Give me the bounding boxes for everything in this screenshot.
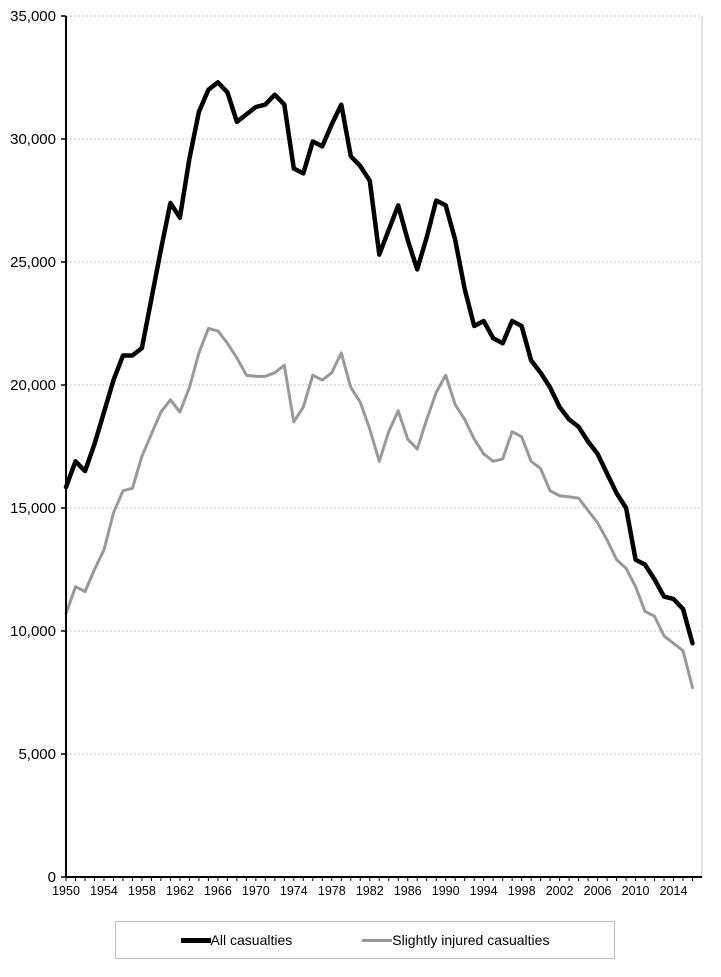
legend: All casualties Slightly injured casualti… xyxy=(115,921,615,959)
series-line-all-casualties xyxy=(63,80,695,646)
x-axis-tick-label: 2010 xyxy=(622,884,650,898)
x-axis-tick-label: 1970 xyxy=(242,884,270,898)
y-axis-tick-label: 0 xyxy=(48,869,56,886)
slightly-injured-legend-label: Slightly injured casualties xyxy=(392,932,550,948)
y-axis-tick-label: 35,000 xyxy=(10,8,56,25)
y-axis-tick-label: 5,000 xyxy=(18,746,56,763)
x-axis-tick-label: 1986 xyxy=(394,884,422,898)
x-axis-tick-label: 1978 xyxy=(318,884,346,898)
y-axis-tick-label: 20,000 xyxy=(10,377,56,394)
series-line-slightly-injured-casualties xyxy=(64,326,694,690)
x-axis-tick-label: 1950 xyxy=(52,884,80,898)
x-axis-tick-label: 1958 xyxy=(128,884,156,898)
x-axis-tick-label: 1990 xyxy=(432,884,460,898)
x-axis-tick-label: 1962 xyxy=(166,884,194,898)
y-axis-tick-label: 25,000 xyxy=(10,254,56,271)
x-axis-tick-label: 1974 xyxy=(280,884,308,898)
legend-item-all-casualties: All casualties xyxy=(180,932,293,948)
x-axis-tick-label: 1966 xyxy=(204,884,232,898)
y-axis-tick-label: 30,000 xyxy=(10,131,56,148)
legend-item-slightly-injured: Slightly injured casualties xyxy=(362,932,549,948)
x-axis-tick-label: 1994 xyxy=(470,884,498,898)
x-axis-tick-label: 1982 xyxy=(356,884,384,898)
all-casualties-line-swatch xyxy=(180,937,211,943)
slightly-injured-line-swatch xyxy=(362,938,393,942)
x-axis-tick-label: 1998 xyxy=(508,884,536,898)
line-chart: 0 5,000 10,000 15,000 20,000 25,000 30,000 35,0… xyxy=(10,8,703,898)
x-axis-tick-label: 2014 xyxy=(660,884,688,898)
y-axis-tick-label: 15,000 xyxy=(10,500,56,517)
all-casualties-legend-label: All casualties xyxy=(210,932,293,948)
x-axis-tick-label: 1954 xyxy=(90,884,118,898)
y-axis-tick-label: 10,000 xyxy=(10,623,56,640)
x-axis-tick-label: 2002 xyxy=(546,884,574,898)
x-axis-tick-label: 2006 xyxy=(584,884,612,898)
